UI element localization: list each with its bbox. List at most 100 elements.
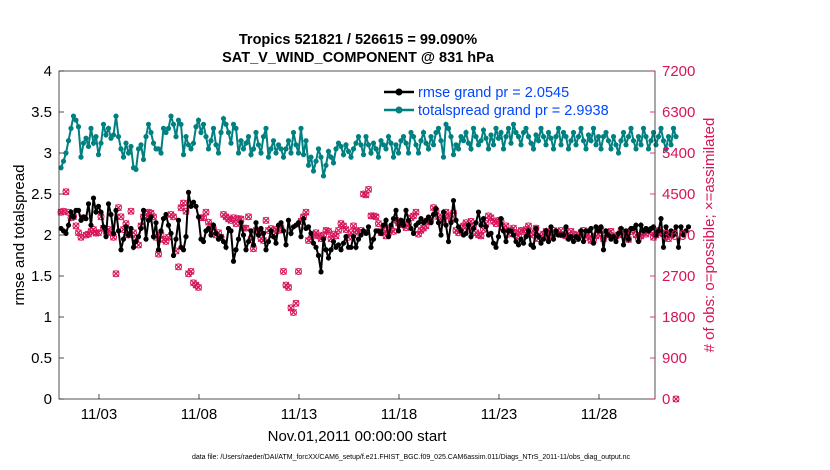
- rmse-point: [268, 228, 274, 234]
- totalspread-point: [548, 135, 554, 141]
- totalspread-point: [605, 138, 612, 144]
- obs-possible-marker: [477, 232, 485, 240]
- rmse-point: [428, 220, 434, 226]
- rmse-point: [603, 228, 609, 234]
- totalspread-point: [465, 140, 472, 146]
- rmse-point: [110, 230, 117, 236]
- legend-spread-label: totalspread grand pr = 2.9938: [418, 103, 609, 119]
- obs-point: [112, 270, 120, 278]
- rmse-point: [615, 230, 622, 236]
- obs-point: [295, 267, 302, 275]
- rmse-point: [343, 234, 349, 240]
- totalspread-point: [438, 138, 444, 144]
- rmse-point: [68, 209, 74, 215]
- rmse-point: [543, 228, 549, 234]
- totalspread-point: [448, 134, 454, 140]
- totalspread-point: [93, 134, 99, 140]
- obs-point: [285, 283, 292, 291]
- obs-assimilated-marker: [117, 213, 125, 221]
- rmse-point: [675, 244, 682, 250]
- totalspread-point: [320, 173, 327, 179]
- right-y-tick-label: 0: [662, 391, 670, 408]
- totalspread-point: [515, 134, 522, 140]
- rmse-point: [530, 244, 537, 250]
- obs-point: [117, 213, 125, 221]
- rmse-point: [458, 228, 464, 234]
- totalspread-point: [268, 146, 274, 152]
- rmse-point: [280, 228, 287, 234]
- totalspread-point: [105, 125, 112, 131]
- rmse-point: [393, 207, 399, 213]
- totalspread-point: [568, 138, 574, 144]
- totalspread-point: [378, 138, 384, 144]
- rmse-point: [263, 247, 269, 253]
- obs-assimilated-marker: [262, 216, 270, 224]
- totalspread-point: [430, 142, 437, 148]
- rmse-point: [533, 225, 539, 232]
- totalspread-point: [313, 158, 319, 164]
- rmse-point: [213, 230, 219, 236]
- rmse-point: [155, 247, 162, 253]
- totalspread-point: [485, 146, 492, 152]
- rmse-point: [173, 236, 179, 242]
- rmse-point: [193, 203, 199, 209]
- obs-assimilated-marker: [250, 245, 257, 253]
- rmse-point: [635, 238, 642, 245]
- totalspread-point: [625, 134, 632, 140]
- rmse-point: [463, 230, 469, 236]
- obs-possible-marker: [342, 226, 350, 234]
- totalspread-point: [318, 154, 324, 160]
- obs-point: [195, 283, 202, 291]
- rmse-point: [483, 224, 489, 230]
- obs-point: [302, 208, 310, 216]
- rmse-point: [658, 216, 664, 222]
- totalspread-point: [185, 142, 192, 148]
- rmse-point: [683, 228, 689, 234]
- rmse-point: [153, 220, 159, 226]
- rmse-point: [430, 211, 437, 218]
- totalspread-point: [445, 125, 452, 131]
- totalspread-point: [88, 125, 94, 131]
- obs-possible-marker: [672, 395, 680, 403]
- rmse-point: [540, 236, 547, 242]
- totalspread-point: [228, 140, 234, 146]
- rmse-point: [365, 224, 372, 230]
- totalspread-point: [80, 140, 87, 146]
- rmse-point: [578, 228, 584, 234]
- totalspread-point: [208, 138, 214, 144]
- totalspread-point: [453, 142, 459, 148]
- totalspread-point: [278, 146, 284, 152]
- obs-assimilated-marker: [180, 199, 187, 207]
- totalspread-point: [63, 150, 69, 156]
- totalspread-point: [303, 138, 309, 144]
- rmse-point: [495, 234, 502, 240]
- rmse-point: [520, 240, 527, 246]
- totalspread-point: [610, 134, 617, 140]
- obs-possible-marker: [62, 188, 70, 196]
- obs-assimilated-marker: [162, 237, 170, 245]
- rmse-point: [118, 247, 124, 253]
- rmse-point: [245, 238, 252, 245]
- rmse-point: [498, 216, 504, 222]
- rmse-point: [678, 224, 684, 230]
- totalspread-point: [630, 138, 637, 144]
- rmse-point: [188, 203, 194, 209]
- obs-assimilated-marker: [372, 213, 380, 221]
- obs-assimilated-marker: [415, 230, 422, 238]
- totalspread-point: [578, 125, 584, 131]
- obs-assimilated-marker: [72, 222, 80, 230]
- rmse-point: [435, 220, 442, 226]
- rmse-point: [405, 217, 412, 223]
- totalspread-point: [133, 166, 139, 172]
- obs-possible-marker: [295, 267, 302, 275]
- rmse-point: [305, 224, 312, 230]
- rmse-point: [663, 224, 669, 230]
- totalspread-point: [643, 134, 649, 140]
- totalspread-point: [135, 146, 142, 152]
- right-y-tick-label: 2700: [662, 268, 695, 285]
- rmse-point: [553, 228, 559, 234]
- totalspread-point: [563, 134, 569, 140]
- right-y-tick-label: 4500: [662, 186, 695, 203]
- obs-point: [290, 308, 297, 316]
- totalspread-point: [310, 168, 317, 174]
